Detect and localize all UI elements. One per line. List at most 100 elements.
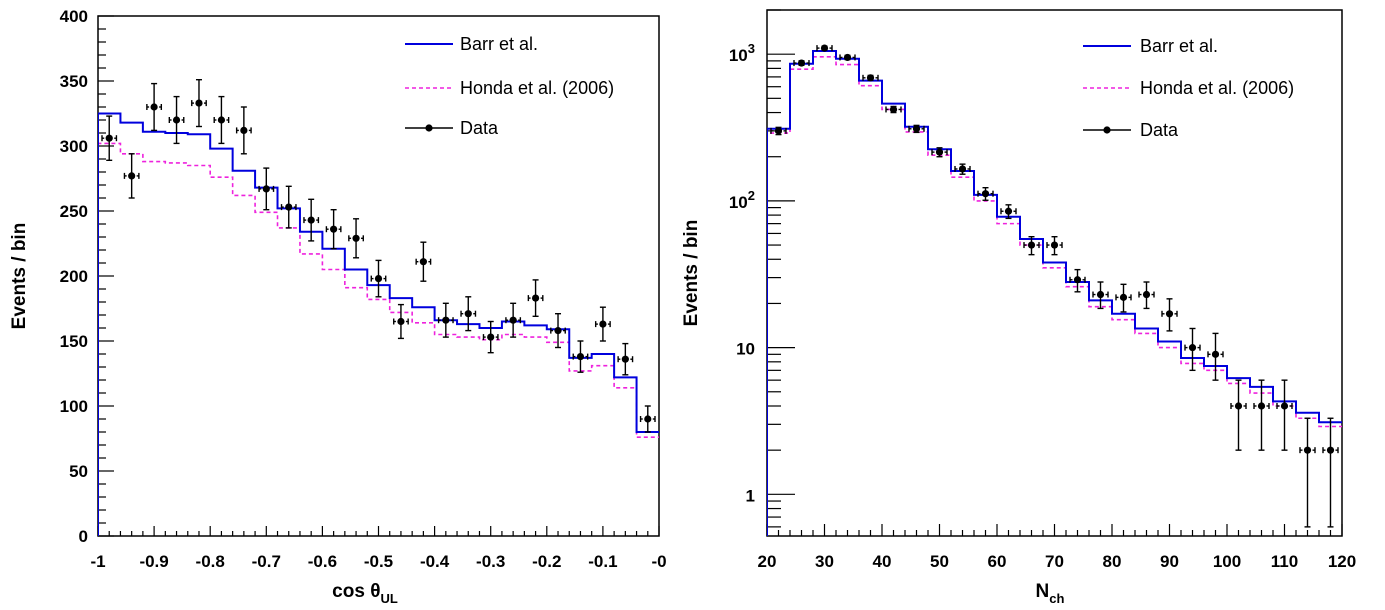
y-tick-label: 250	[60, 202, 88, 221]
data-point	[1073, 276, 1082, 284]
x-tick-label: 120	[1328, 552, 1356, 571]
x-tick-label: -0.1	[588, 552, 617, 571]
data-point	[981, 190, 990, 198]
data-point	[1280, 402, 1289, 410]
right-panel: 20 30 40 50 60 70 80 90 100 110 120110102103Events…	[681, 9, 1356, 606]
data-point-group	[617, 342, 634, 376]
barr-histogram	[767, 50, 1342, 536]
data-point	[105, 134, 113, 142]
data-point-group	[280, 185, 297, 229]
x-axis-title: Nch	[1036, 581, 1065, 606]
legend-item: Barr et al.	[1083, 36, 1218, 56]
y-tick-label: 0	[79, 527, 88, 546]
left-panel: -1 -0.9 -0.8 -0.7 -0.6 -0.5 -0.4 -0.3 -0.2 -0.1 -0…	[9, 7, 667, 606]
x-tick-label: -0.4	[420, 552, 450, 571]
data-point-group	[123, 153, 140, 199]
data-point-group	[1276, 379, 1293, 451]
data-point	[1142, 290, 1151, 299]
x-tick-label: -0.8	[196, 552, 225, 571]
data-point	[774, 127, 783, 135]
barr-histogram	[98, 112, 659, 536]
data-point-group	[1138, 281, 1155, 310]
data-point	[797, 59, 806, 67]
honda-histogram	[98, 142, 659, 536]
data-point	[1211, 350, 1220, 358]
y-axis-title: Events / bin	[9, 223, 30, 330]
y-tick-label: 350	[60, 72, 88, 91]
x-tick-label: 30	[815, 552, 834, 571]
x-tick-label: 20	[758, 552, 777, 571]
plot-area	[98, 78, 659, 536]
y-tick-label: 200	[60, 267, 88, 286]
data-point	[1119, 293, 1128, 301]
x-tick-label: -0.2	[532, 552, 561, 571]
x-tick-label: 80	[1103, 552, 1122, 571]
data-point	[217, 116, 226, 124]
data-point	[576, 353, 585, 361]
data-point	[1257, 402, 1266, 410]
data-point-group	[505, 302, 522, 338]
data-point	[285, 203, 293, 211]
x-tick-label: 70	[1045, 552, 1064, 571]
legend-item: Data	[405, 118, 499, 138]
data-point-group	[235, 106, 252, 155]
data-point-group	[1115, 283, 1132, 313]
data-point-group	[816, 44, 833, 52]
data-point	[958, 165, 967, 173]
data-point-group	[437, 302, 454, 338]
data-point	[843, 53, 852, 62]
data-point	[262, 185, 270, 193]
y-tick-label: 1	[746, 486, 755, 505]
data-point	[1050, 241, 1059, 249]
data-point-group	[101, 115, 118, 162]
data-point-group	[1092, 281, 1109, 310]
data-point	[621, 355, 629, 363]
data-point	[820, 44, 829, 52]
data-point	[554, 327, 562, 335]
data-point	[419, 258, 427, 266]
data-point-group	[370, 259, 387, 298]
data-point-group	[1322, 417, 1339, 528]
data-point	[240, 126, 248, 134]
x-tick-label: 110	[1271, 552, 1298, 571]
legend-label: Barr et al.	[460, 34, 538, 54]
data-point-group	[191, 78, 207, 128]
y-tick-label: 300	[60, 137, 88, 156]
data-point	[935, 148, 944, 156]
data-point	[866, 74, 875, 82]
legend-marker	[1103, 126, 1111, 134]
x-tick-label: -0	[651, 552, 666, 571]
data-point-group	[1161, 298, 1178, 332]
data-point-group	[954, 163, 971, 175]
data-point-group	[862, 74, 879, 82]
y-tick-label: 10	[736, 340, 755, 359]
x-tick-label: -0.9	[139, 552, 168, 571]
y-tick-label: 103	[729, 41, 755, 65]
data-point	[397, 317, 405, 326]
x-tick-label: -0.3	[476, 552, 505, 571]
x-tick-label: -1	[90, 552, 105, 571]
data-point-group	[594, 306, 611, 342]
data-point-group	[550, 313, 566, 349]
legend-item: Barr et al.	[405, 34, 538, 54]
data-point-group	[1230, 379, 1247, 451]
data-point	[352, 234, 360, 242]
plot-area	[767, 44, 1342, 536]
y-tick-label: 150	[60, 332, 88, 351]
data-point	[487, 333, 495, 341]
data-point	[1188, 344, 1197, 352]
y-tick-label: 100	[60, 397, 88, 416]
data-point-group	[527, 279, 544, 317]
data-point-group	[839, 53, 856, 62]
y-tick-label: 50	[69, 462, 88, 481]
data-point-group	[213, 95, 230, 145]
data-point-group	[415, 241, 432, 282]
data-point-group	[639, 405, 656, 433]
data-point	[330, 225, 338, 233]
data-point	[195, 99, 203, 107]
data-point-group	[1184, 327, 1201, 372]
x-axis-title: cos θUL	[332, 581, 398, 606]
data-point	[1096, 290, 1105, 299]
legend-label: Barr et al.	[1140, 36, 1218, 56]
data-point	[1234, 402, 1243, 410]
